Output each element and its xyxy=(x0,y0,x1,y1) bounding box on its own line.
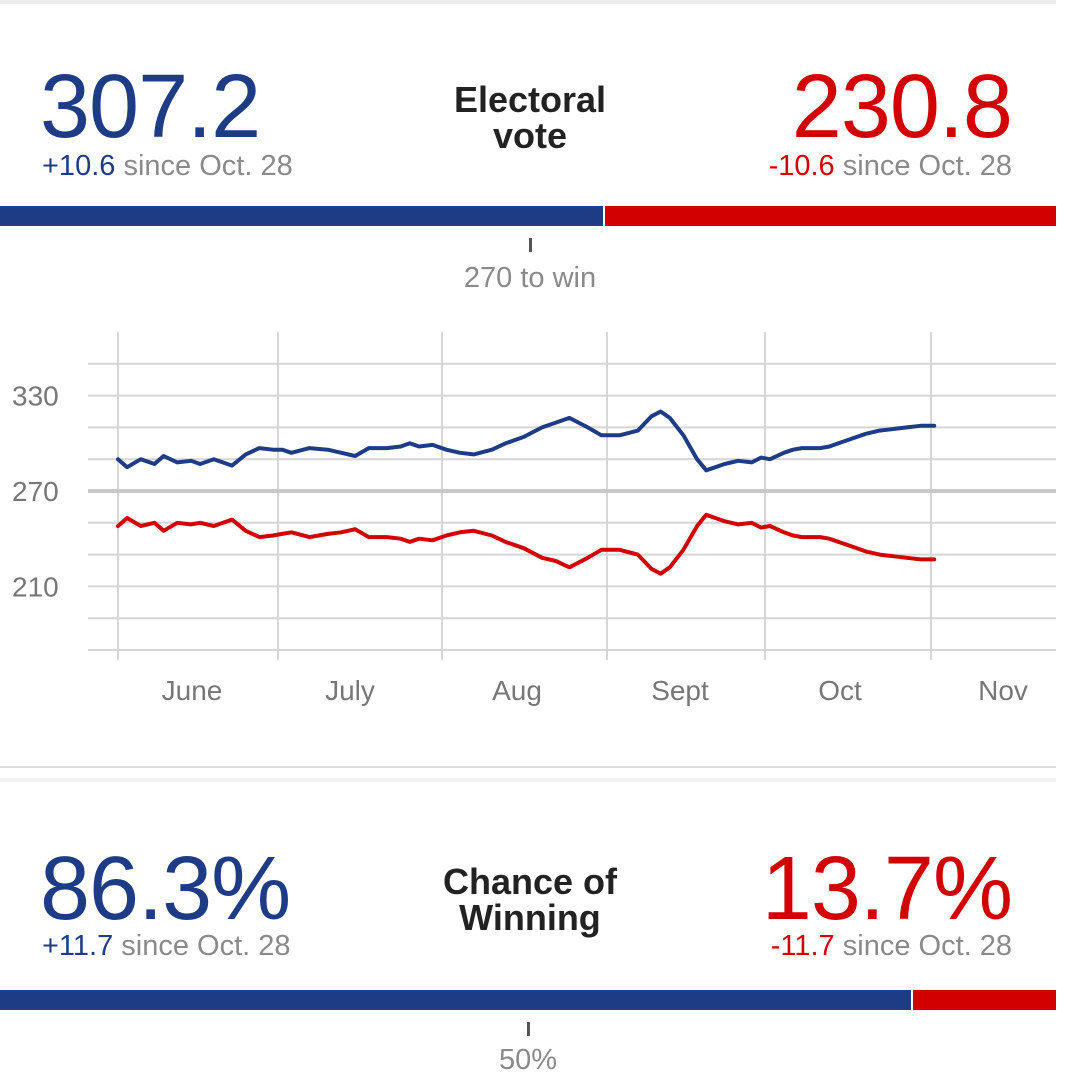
x-tick-label: Aug xyxy=(492,675,542,706)
x-tick-label: June xyxy=(162,675,223,706)
chance-bar-red xyxy=(913,990,1056,1010)
chance-left-value: 86.3% xyxy=(40,839,291,939)
electoral-bar-red xyxy=(605,206,1056,226)
chance-threshold-label: 50% xyxy=(498,1044,558,1076)
chance-threshold-tick xyxy=(527,1022,530,1036)
y-tick-label: 330 xyxy=(12,381,59,412)
chance-title-line2: Winning xyxy=(459,897,601,938)
x-tick-label: July xyxy=(325,675,375,706)
electoral-right-change: -10.6 since Oct. 28 xyxy=(769,150,1012,182)
electoral-split-bar xyxy=(0,206,1056,226)
chance-left-delta: +11.7 xyxy=(42,930,114,962)
y-tick-label: 210 xyxy=(12,571,59,602)
chance-of-winning-panel: 86.3% +11.7 since Oct. 28 Chance of Winn… xyxy=(0,778,1056,1084)
electoral-history-chart: 330 270 210 June July Aug Sept Oct Nov xyxy=(12,332,1056,706)
electoral-left-value: 307.2 xyxy=(40,57,261,157)
series-line-blue xyxy=(116,409,937,473)
electoral-title-line1: Electoral xyxy=(453,79,607,120)
x-tick-label: Nov xyxy=(978,675,1028,706)
chance-left-change: +11.7 since Oct. 28 xyxy=(42,930,291,962)
x-tick-label: Oct xyxy=(818,675,862,706)
electoral-right-value: 230.8 xyxy=(791,57,1013,157)
electoral-left-since: since Oct. 28 xyxy=(123,150,293,182)
chance-right-value: 13.7% xyxy=(761,839,1013,939)
x-tick-label: Sept xyxy=(651,675,709,706)
y-tick-label: 270 xyxy=(12,476,59,507)
chance-right-delta: -11.7 xyxy=(770,930,835,962)
electoral-right-delta: -10.6 xyxy=(768,150,835,182)
chance-right-change: -11.7 since Oct. 28 xyxy=(771,930,1012,962)
electoral-right-since: since Oct. 28 xyxy=(842,150,1012,182)
electoral-left-change: +10.6 since Oct. 28 xyxy=(42,150,293,182)
electoral-title: Electoral vote xyxy=(420,82,640,154)
electoral-threshold-label: 270 to win xyxy=(463,262,597,294)
series-line-red xyxy=(116,512,937,576)
electoral-threshold-tick xyxy=(529,238,532,252)
chance-right-since: since Oct. 28 xyxy=(842,930,1012,962)
chance-left-since: since Oct. 28 xyxy=(121,930,291,962)
electoral-vote-panel: 307.2 +10.6 since Oct. 28 Electoral vote… xyxy=(0,0,1056,768)
chance-title: Chance of Winning xyxy=(420,864,640,936)
chance-title-line1: Chance of xyxy=(442,861,618,902)
chance-split-bar xyxy=(0,990,1056,1010)
chance-bar-blue xyxy=(0,990,911,1010)
electoral-left-delta: +10.6 xyxy=(42,150,116,182)
electoral-bar-blue xyxy=(0,206,603,226)
electoral-title-line2: vote xyxy=(492,115,568,156)
